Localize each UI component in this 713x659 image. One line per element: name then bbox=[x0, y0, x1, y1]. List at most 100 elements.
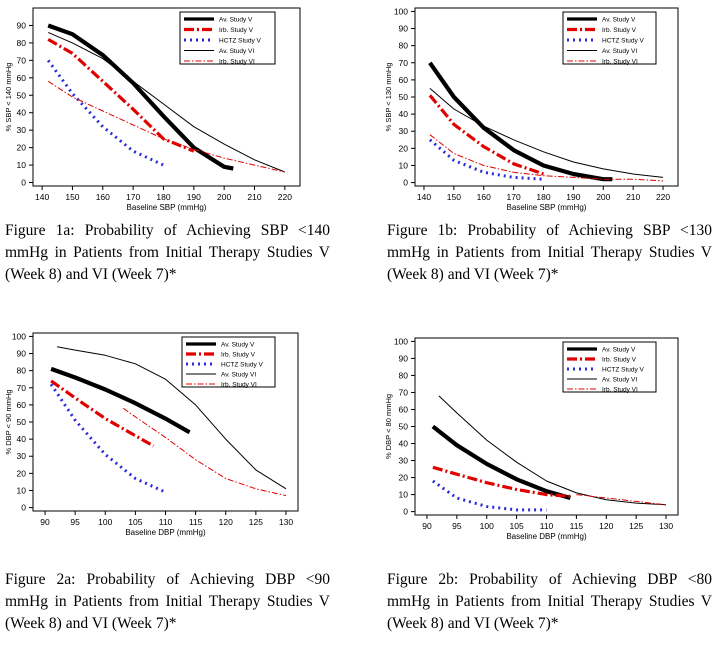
x-tick-label: 95 bbox=[452, 521, 462, 531]
legend-label: Av. Study VI bbox=[219, 48, 254, 55]
x-tick-label: 110 bbox=[540, 521, 554, 531]
y-tick-label: 60 bbox=[17, 73, 27, 83]
legend-label: Av. Study VI bbox=[602, 48, 637, 55]
series-line-irb-study-vi bbox=[123, 407, 287, 497]
y-axis-label: % SBP < 140 mmHg bbox=[4, 63, 13, 132]
x-tick-label: 170 bbox=[507, 192, 521, 202]
figure-2a: 0 10 20 30 40 50 60 70 80 90 100 90 95 100 105 110 115 12… bbox=[0, 325, 340, 550]
caption-2a: Figure 2a: Probability of Achieving DBP … bbox=[5, 571, 330, 632]
x-tick-label: 90 bbox=[40, 517, 50, 527]
x-tick-label: 105 bbox=[510, 521, 524, 531]
y-tick-label: 40 bbox=[399, 439, 409, 449]
y-tick-label: 80 bbox=[399, 370, 409, 380]
x-tick-label: 130 bbox=[279, 517, 293, 527]
y-tick-label: 20 bbox=[399, 143, 409, 153]
x-tick-label: 105 bbox=[128, 517, 142, 527]
x-tick-label: 115 bbox=[189, 517, 203, 527]
series-line-irb-study-v bbox=[428, 94, 545, 176]
y-axis-label: % SBP < 130 mmHg bbox=[384, 63, 393, 132]
legend-label: Irb. Study VI bbox=[602, 387, 638, 394]
chart-1b: 0 10 20 30 40 50 60 70 80 90 100 140 150 160 170 180 190… bbox=[384, 6, 679, 212]
y-tick-label: 30 bbox=[17, 451, 27, 461]
legend-label: Av. Study V bbox=[602, 347, 636, 354]
x-tick-label: 190 bbox=[187, 192, 201, 202]
y-tick-label: 40 bbox=[399, 109, 409, 119]
y-tick-label: 90 bbox=[399, 24, 409, 34]
y-tick-label: 70 bbox=[399, 58, 409, 68]
x-tick-label: 170 bbox=[126, 192, 140, 202]
x-tick-label: 100 bbox=[98, 517, 112, 527]
x-tick-label: 140 bbox=[35, 192, 49, 202]
series-line-hctz-study-v bbox=[432, 479, 547, 512]
chart-1a: 0 10 20 30 40 50 60 70 80 90 140 150 160 170 180 190 200… bbox=[4, 7, 301, 212]
x-tick-label: 125 bbox=[249, 517, 263, 527]
legend-label: Irb. Study V bbox=[602, 27, 637, 34]
series-line-av-study-vi bbox=[48, 31, 285, 173]
x-tick-label: 180 bbox=[536, 192, 550, 202]
x-axis-label: Baseline DBP (mmHg) bbox=[506, 532, 587, 541]
figure-2b: 0 10 20 30 40 50 60 70 80 90 100 90 95 100 105 110 115 12… bbox=[380, 330, 713, 555]
legend-label: Av. Study V bbox=[221, 342, 255, 349]
x-tick-label: 180 bbox=[156, 192, 170, 202]
legend-label: Irb. Study V bbox=[602, 357, 637, 364]
x-tick-label: 90 bbox=[422, 521, 432, 531]
x-tick-label: 120 bbox=[599, 521, 613, 531]
caption-2b: Figure 2b: Probability of Achieving DBP … bbox=[387, 571, 712, 632]
legend-label: HCTZ Study V bbox=[219, 38, 262, 45]
legend-box bbox=[562, 11, 657, 65]
y-tick-label: 70 bbox=[17, 383, 27, 393]
y-tick-label: 20 bbox=[17, 468, 27, 478]
series-line-av-study-v bbox=[47, 23, 234, 171]
chart-2a: 0 10 20 30 40 50 60 70 80 90 100 90 95 100 105 110 115 12… bbox=[4, 331, 299, 537]
y-tick-label: 50 bbox=[17, 90, 27, 100]
x-tick-label: 150 bbox=[65, 192, 79, 202]
y-tick-label: 80 bbox=[17, 366, 27, 376]
x-tick-label: 200 bbox=[217, 192, 231, 202]
y-tick-label: 10 bbox=[17, 160, 27, 170]
legend-label: HCTZ Study V bbox=[221, 362, 264, 369]
x-tick-label: 150 bbox=[447, 192, 461, 202]
y-tick-label: 40 bbox=[17, 434, 27, 444]
x-axis-label: Baseline SBP (mmHg) bbox=[127, 203, 207, 212]
caption-1a: Figure 1a: Probability of Achieving SBP … bbox=[5, 222, 330, 283]
chart-2b: 0 10 20 30 40 50 60 70 80 90 100 90 95 100 105 110 115 12… bbox=[384, 336, 679, 541]
x-tick-label: 210 bbox=[626, 192, 640, 202]
series-line-av-study-vi bbox=[429, 88, 664, 178]
y-tick-label: 60 bbox=[17, 400, 27, 410]
series-line-irb-study-v bbox=[432, 465, 571, 498]
y-tick-label: 0 bbox=[403, 507, 408, 517]
series-line-irb-study-vi bbox=[576, 494, 667, 506]
legend-label: HCTZ Study V bbox=[602, 38, 645, 45]
y-tick-label: 90 bbox=[399, 353, 409, 363]
y-tick-label: 60 bbox=[399, 404, 409, 414]
y-tick-label: 30 bbox=[17, 125, 27, 135]
x-tick-label: 140 bbox=[417, 192, 431, 202]
series-line-irb-study-vi bbox=[47, 80, 285, 173]
y-tick-label: 10 bbox=[399, 490, 409, 500]
x-tick-label: 190 bbox=[566, 192, 580, 202]
legend-label: Av. Study V bbox=[602, 17, 636, 24]
x-tick-label: 95 bbox=[70, 517, 80, 527]
y-tick-label: 50 bbox=[17, 417, 27, 427]
caption-1b: Figure 1b: Probability of Achieving SBP … bbox=[387, 222, 712, 283]
legend-label: Irb. Study V bbox=[219, 27, 254, 34]
y-tick-label: 50 bbox=[399, 92, 409, 102]
y-tick-label: 60 bbox=[399, 75, 409, 85]
y-tick-label: 30 bbox=[399, 456, 409, 466]
legend-label: Irb. Study VI bbox=[219, 59, 255, 66]
y-tick-label: 0 bbox=[21, 503, 26, 513]
series-line-av-study-vi bbox=[57, 346, 287, 490]
y-tick-label: 80 bbox=[399, 41, 409, 51]
y-tick-label: 0 bbox=[403, 178, 408, 188]
y-tick-label: 10 bbox=[399, 160, 409, 170]
figure-1a: 0 10 20 30 40 50 60 70 80 90 140 150 160 170 180 190 200… bbox=[0, 0, 340, 230]
y-tick-label: 0 bbox=[21, 178, 26, 188]
x-tick-label: 100 bbox=[480, 521, 494, 531]
y-tick-label: 10 bbox=[17, 485, 27, 495]
series-line-irb-study-v bbox=[50, 379, 155, 448]
series-line-av-study-v bbox=[431, 424, 571, 501]
x-tick-label: 125 bbox=[629, 521, 643, 531]
y-tick-label: 30 bbox=[399, 126, 409, 136]
y-tick-label: 20 bbox=[17, 143, 27, 153]
legend-label: Av. Study VI bbox=[602, 377, 637, 384]
